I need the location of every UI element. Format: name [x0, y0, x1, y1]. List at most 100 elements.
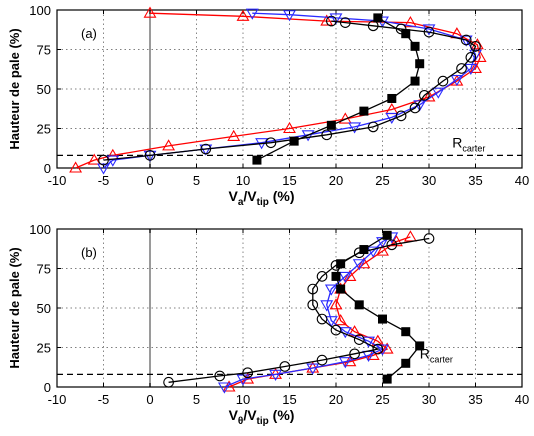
data-point-circle [409, 102, 421, 114]
data-point-triangle-down [329, 13, 343, 25]
data-point-triangle [227, 129, 241, 141]
data-point-triangle [334, 314, 348, 326]
data-point-triangle-down [469, 49, 482, 61]
x-label-main: V [229, 407, 239, 423]
data-point-circle [367, 121, 379, 133]
data-point-triangle-down [217, 382, 231, 394]
data-point-triangle-down [464, 63, 478, 76]
x-label-tail: (%) [269, 188, 295, 204]
y-tick-label: 50 [37, 301, 51, 316]
data-point-circle [242, 367, 253, 379]
x-tick-label: -5 [98, 173, 110, 188]
data-point-triangle-down [245, 8, 259, 20]
panel-label: (b) [81, 245, 97, 260]
data-point-triangle [380, 342, 394, 354]
series-line-3 [103, 20, 477, 161]
data-point-circle [279, 361, 291, 372]
data-point-triangle-down [362, 336, 376, 348]
data-point-triangle-down [301, 130, 315, 142]
x-tick-label: -5 [98, 392, 110, 407]
x-label-sub1: θ [238, 416, 243, 427]
x-label-sub2: tip [257, 416, 269, 427]
data-point-circle [465, 52, 477, 63]
data-point-circle [339, 17, 351, 28]
data-point-circle [316, 271, 328, 282]
data-point-square [410, 41, 420, 51]
data-point-triangle-down [352, 259, 366, 271]
data-point-square [410, 76, 420, 86]
data-point-circle [353, 334, 365, 345]
x-label-sub1: a [238, 197, 244, 208]
data-point-triangle [236, 9, 250, 21]
data-point-circle [307, 299, 319, 311]
data-point-circle [163, 376, 174, 388]
y-tick-label: 25 [37, 341, 51, 356]
data-point-circle [460, 34, 472, 46]
data-point-circle [307, 283, 319, 295]
data-point-square [382, 374, 392, 384]
data-point-triangle-down [422, 24, 436, 36]
x-tick-label: 15 [282, 173, 296, 188]
data-point-triangle [69, 161, 83, 173]
data-point-triangle [403, 230, 417, 242]
x-tick-label: 15 [282, 392, 296, 407]
data-point-triangle-down [97, 163, 110, 175]
series-line-2 [103, 12, 477, 169]
x-tick-label: -10 [48, 392, 67, 407]
x-tick-label: 10 [236, 392, 250, 407]
data-point-triangle [343, 269, 357, 281]
data-point-triangle-down [459, 35, 473, 47]
data-point-circle [470, 40, 481, 52]
series-line-3 [168, 237, 430, 383]
data-point-triangle-down [324, 284, 338, 296]
data-point-circle [316, 354, 328, 366]
data-point-circle [419, 89, 430, 101]
panel-b: -10 -5 0 5 10 15 20 25 30 35 40 0 25 50 75 100 (b) Rcarte… [7, 222, 529, 427]
data-point-square [252, 155, 262, 165]
y-tick-label: 25 [37, 122, 51, 137]
x-tick-label: 20 [329, 392, 343, 407]
x-tick-label: 5 [193, 392, 200, 407]
data-point-square [401, 327, 411, 337]
data-point-square [326, 120, 336, 130]
data-point-circle [200, 143, 212, 155]
data-point-circle [386, 239, 398, 251]
data-point-triangle-down [431, 87, 445, 99]
data-point-triangle [143, 6, 157, 18]
data-point-square [378, 314, 387, 324]
data-point-circle [367, 20, 379, 32]
data-point-circle [321, 129, 333, 141]
data-point-triangle-down [269, 369, 283, 381]
data-point-square [331, 271, 341, 281]
data-point-circle [423, 233, 435, 244]
data-point-square [415, 341, 425, 351]
x-axis-label: Vθ/Vtip (%) [229, 407, 295, 427]
data-point-triangle [320, 14, 334, 26]
series-line-1 [75, 12, 481, 169]
data-point-circle [214, 370, 226, 382]
data-point-circle [349, 348, 360, 360]
x-tick-label: 25 [375, 392, 389, 407]
data-point-circle [98, 154, 109, 166]
data-point-circle [437, 75, 449, 87]
data-point-square [382, 230, 392, 240]
data-point-square [354, 300, 364, 310]
data-point-circle [265, 137, 277, 149]
data-point-square [336, 284, 346, 294]
data-point-circle [316, 313, 328, 325]
data-point-circle [330, 324, 342, 336]
x-tick-label: 40 [515, 392, 529, 407]
x-tick-label: 0 [146, 173, 153, 188]
data-point-circle [372, 343, 384, 355]
data-point-triangle [403, 16, 417, 28]
annotation-rcarter: Rcarter [420, 346, 453, 365]
data-point-square [401, 358, 411, 368]
data-point-circle [144, 150, 156, 161]
annotation-main: R [452, 134, 462, 150]
x-label-main: V [228, 188, 238, 204]
data-point-triangle [329, 298, 343, 310]
data-point-triangle-down [376, 344, 389, 356]
data-point-triangle [376, 244, 389, 256]
y-tick-label: 50 [37, 82, 51, 97]
data-point-triangle [283, 121, 296, 134]
